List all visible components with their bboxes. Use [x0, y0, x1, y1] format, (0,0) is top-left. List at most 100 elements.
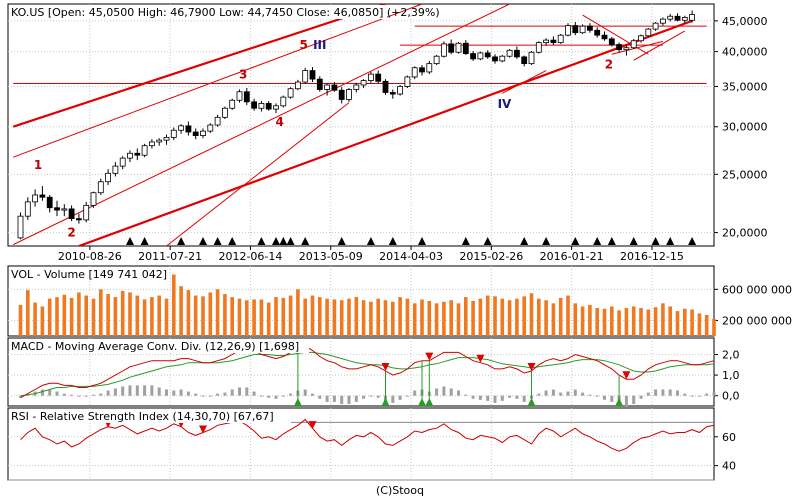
macd-histogram-bar	[551, 389, 555, 396]
copyright-footer: (C)Stooq	[375, 484, 424, 497]
candle-body	[148, 141, 155, 147]
volume-bar	[186, 290, 191, 336]
macd-signal-line	[20, 351, 715, 397]
wave-label: IV	[498, 97, 512, 111]
macd-histogram-bar	[208, 395, 212, 397]
macd-histogram-bar	[449, 388, 453, 396]
wave-label: 5	[300, 38, 308, 52]
candle-body	[565, 25, 571, 36]
macd-panel: 2,0 1,0 0,0 MACD - Moving Average Conv. Div…	[7, 337, 740, 408]
volume-bar	[631, 306, 636, 336]
volume-bar	[113, 297, 118, 336]
event-marker	[571, 237, 580, 245]
macd-buy-marker	[418, 398, 426, 406]
candle-body	[462, 42, 469, 54]
candle-body	[543, 39, 549, 44]
macd-histogram-bar	[92, 394, 95, 396]
macd-sell-marker	[527, 362, 536, 371]
volume-bar	[230, 297, 234, 336]
volume-bar	[347, 298, 351, 336]
volume-bar	[84, 295, 88, 336]
volume-bar	[551, 303, 556, 336]
wave-label: III	[313, 38, 326, 52]
candle-body	[76, 218, 82, 221]
volume-bar	[442, 301, 446, 336]
macd-histogram-bar	[683, 393, 687, 396]
wave-label: 2	[67, 226, 75, 240]
macd-histogram-bar	[40, 389, 44, 396]
volume-bar	[449, 300, 453, 336]
event-marker	[279, 237, 288, 245]
macd-sell-marker	[622, 371, 631, 380]
candle-body	[54, 207, 60, 211]
volume-bar	[522, 296, 526, 336]
volume-bar	[303, 298, 307, 336]
volume-bar	[646, 309, 651, 336]
volume-bar	[493, 296, 497, 336]
volume-bar	[164, 298, 169, 336]
event-marker	[177, 237, 186, 245]
volume-bar	[106, 294, 110, 336]
macd-buy-marker	[527, 398, 536, 406]
candle-body	[623, 47, 630, 51]
x-tick-label: 2014-04-03	[379, 250, 443, 263]
volume-bar	[683, 308, 687, 336]
volume-bar	[537, 298, 541, 336]
volume-bar	[544, 300, 548, 336]
candle-body	[258, 103, 265, 109]
candle-body	[360, 80, 367, 86]
candle-body	[528, 51, 535, 65]
macd-histogram-bar	[216, 393, 220, 396]
volume-bar	[120, 290, 125, 336]
macd-histogram-bar	[661, 389, 665, 396]
x-tick-label: 2015-02-26	[459, 250, 523, 263]
macd-histogram-bar	[77, 395, 81, 397]
candle-body	[127, 152, 133, 159]
wave-label: 1	[34, 158, 42, 172]
macd-histogram-bar	[559, 392, 563, 396]
volume-bar	[712, 318, 716, 336]
volume-bar	[281, 297, 286, 336]
candle-body	[484, 52, 491, 58]
candle-body	[587, 25, 593, 31]
macd-histogram-bar	[376, 395, 380, 398]
macd-histogram-bar	[464, 394, 468, 396]
volume-bar	[47, 298, 52, 336]
macd-sell-marker	[381, 362, 390, 371]
candle-body	[404, 76, 411, 87]
event-marker	[301, 237, 310, 245]
event-marker	[483, 237, 492, 245]
event-marker	[228, 237, 237, 245]
macd-axis-tick-label: 0,0	[722, 390, 740, 403]
price-axis-tick-label: 40,0000	[722, 46, 768, 59]
candle-body	[39, 194, 46, 198]
volume-bar	[223, 294, 227, 336]
candle-body	[236, 91, 243, 101]
event-marker	[520, 237, 529, 245]
candle-body	[331, 84, 338, 91]
volume-panel: 600 000 000 200 000 000 VOL - Volume [149 …	[7, 265, 792, 337]
event-marker	[257, 237, 266, 245]
macd-line	[20, 345, 715, 399]
macd-histogram-bar	[624, 395, 628, 408]
candle-body	[382, 80, 389, 93]
candle-body	[221, 107, 228, 118]
volume-bar	[376, 298, 380, 336]
volume-axis-tick-label: 200 000 000	[722, 314, 792, 327]
candle-body	[521, 56, 528, 65]
candle-body	[470, 53, 477, 60]
candle-body	[572, 25, 579, 34]
event-marker	[126, 237, 134, 245]
candle-body	[506, 49, 513, 57]
candle-body	[32, 194, 38, 203]
macd-histogram-bar	[84, 395, 88, 397]
volume-bar	[690, 309, 694, 336]
volume-bar	[252, 299, 256, 336]
volume-bar	[135, 295, 140, 336]
volume-bar	[288, 295, 293, 336]
volume-bar	[193, 295, 198, 336]
candle-body	[477, 52, 484, 60]
volume-axis-tick-label: 600 000 000	[722, 283, 792, 296]
macd-histogram-bar	[639, 395, 643, 399]
candle-body	[426, 63, 433, 73]
